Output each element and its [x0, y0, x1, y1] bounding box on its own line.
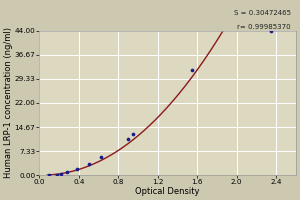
- Y-axis label: Human LRP-1 concentration (ng/ml): Human LRP-1 concentration (ng/ml): [4, 27, 13, 178]
- Point: [65, 171, 70, 174]
- Point: [55, 173, 60, 176]
- Point: [74, 167, 79, 170]
- Text: S = 0.30472465: S = 0.30472465: [234, 10, 291, 16]
- Text: r= 0.99985370: r= 0.99985370: [237, 24, 291, 30]
- Point: [59, 172, 64, 175]
- Point: [47, 174, 52, 177]
- Point: [269, 29, 274, 32]
- Point: [190, 69, 195, 72]
- Point: [131, 133, 136, 136]
- X-axis label: Optical Density: Optical Density: [135, 187, 200, 196]
- Point: [98, 156, 103, 159]
- Point: [126, 138, 130, 141]
- Point: [86, 162, 91, 165]
